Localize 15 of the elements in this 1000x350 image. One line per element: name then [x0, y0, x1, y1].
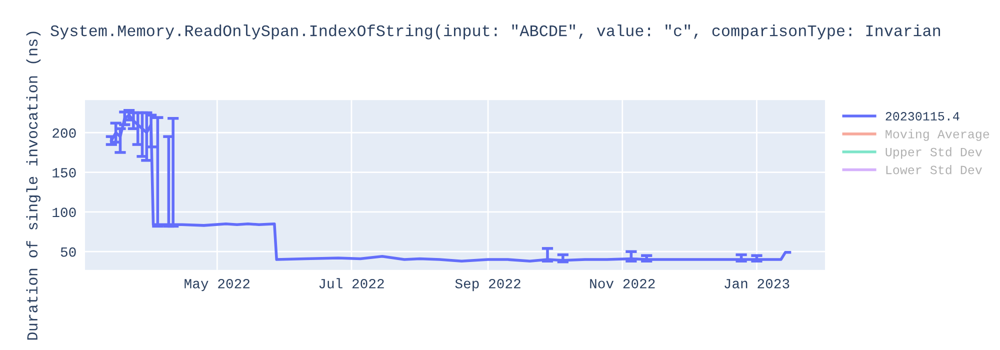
x-tick-label: May 2022: [184, 278, 250, 292]
y-axis-title: Duration of single invocation (ns): [26, 32, 41, 340]
legend-label: Upper Std Dev: [886, 147, 982, 159]
legend-label: 20230115.4: [886, 112, 960, 121]
x-tick-label: Nov 2022: [590, 278, 655, 288]
y-tick-label: 150: [52, 168, 76, 178]
y-tick-label: 100: [52, 208, 76, 218]
x-tick-label: Jan 2023: [724, 278, 790, 288]
x-tick-label: Jul 2022: [319, 278, 384, 288]
chart-title: System.Memory.ReadOnlySpan.IndexOfString(input: "ABCDE", value: "c", comparisonType: Invarian: [50, 24, 940, 40]
legend-label: Lower Std Dev: [886, 165, 982, 174]
legend-label: Moving Average: [886, 129, 990, 141]
x-tick-label: Sep 2022: [455, 278, 520, 292]
y-tick-label: 50: [60, 247, 76, 257]
y-tick-label: 200: [52, 128, 76, 138]
